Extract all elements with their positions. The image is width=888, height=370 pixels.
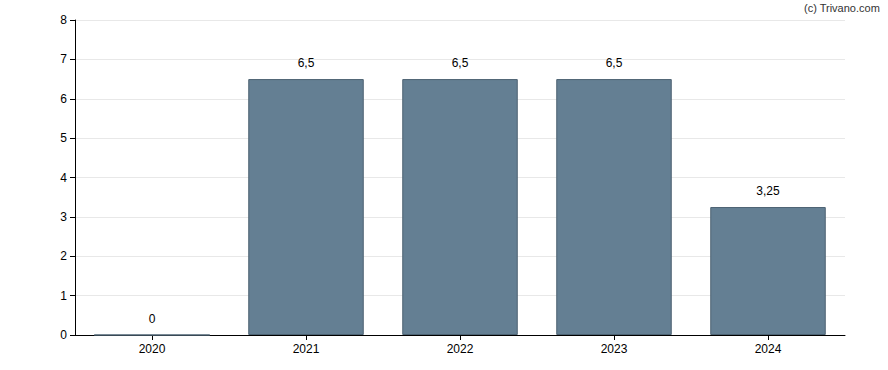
- svg-text:2022: 2022: [447, 342, 474, 356]
- svg-text:3: 3: [60, 210, 67, 224]
- svg-text:1: 1: [60, 289, 67, 303]
- svg-text:6,5: 6,5: [298, 56, 315, 70]
- svg-text:2023: 2023: [601, 342, 628, 356]
- svg-text:0: 0: [60, 328, 67, 342]
- svg-text:6: 6: [60, 92, 67, 106]
- svg-text:6,5: 6,5: [606, 56, 623, 70]
- svg-text:2024: 2024: [755, 342, 782, 356]
- svg-text:2021: 2021: [293, 342, 320, 356]
- svg-text:4: 4: [60, 171, 67, 185]
- svg-text:2020: 2020: [139, 342, 166, 356]
- svg-text:2: 2: [60, 249, 67, 263]
- svg-text:(c) Trivano.com: (c) Trivano.com: [804, 2, 880, 14]
- svg-text:0: 0: [149, 312, 156, 326]
- svg-text:5: 5: [60, 131, 67, 145]
- svg-text:7: 7: [60, 52, 67, 66]
- svg-text:6,5: 6,5: [452, 56, 469, 70]
- svg-text:8: 8: [60, 13, 67, 27]
- svg-text:3,25: 3,25: [756, 184, 780, 198]
